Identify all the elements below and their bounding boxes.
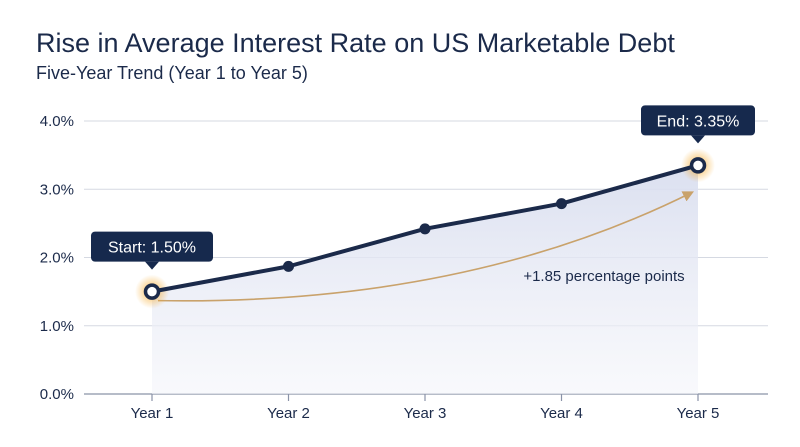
- start-callout-pointer: [145, 261, 159, 270]
- data-point: [556, 198, 567, 210]
- x-tick-label: Year 3: [404, 405, 447, 422]
- end-callout: End: 3.35%: [641, 105, 755, 144]
- data-point: [689, 157, 707, 174]
- end-callout-box: [641, 105, 755, 136]
- x-tick-label: Year 1: [131, 405, 174, 422]
- chart-subtitle: Five-Year Trend (Year 1 to Year 5): [36, 63, 308, 83]
- data-point: [143, 283, 161, 300]
- y-tick-label: 0.0%: [40, 386, 74, 403]
- data-point: [419, 223, 431, 235]
- callouts: Start: 1.50% End: 3.35%: [91, 105, 755, 270]
- data-points: [143, 157, 707, 300]
- x-tick-label: Year 5: [677, 405, 720, 422]
- chart-title: Rise in Average Interest Rate on US Mark…: [36, 28, 675, 58]
- y-tick-label: 3.0%: [40, 181, 74, 198]
- x-tick-label: Year 2: [267, 405, 310, 422]
- x-axis-ticks: Year 1 Year 2 Year 3 Year 4 Year 5: [131, 394, 720, 422]
- data-point: [283, 260, 294, 272]
- end-callout-pointer: [691, 135, 705, 144]
- start-callout: Start: 1.50%: [91, 231, 213, 270]
- start-callout-box: [91, 231, 213, 262]
- y-tick-label: 4.0%: [40, 113, 74, 130]
- start-callout-text: Start: 1.50%: [108, 240, 196, 257]
- y-tick-label: 1.0%: [40, 318, 74, 335]
- y-tick-label: 2.0%: [40, 250, 74, 267]
- y-axis-ticks: 0.0% 1.0% 2.0% 3.0% 4.0%: [40, 113, 74, 403]
- end-callout-text: End: 3.35%: [657, 113, 740, 130]
- change-arrow: +1.85 percentage points: [157, 191, 695, 302]
- x-tick-label: Year 4: [540, 405, 583, 422]
- change-label: +1.85 percentage points: [523, 268, 684, 285]
- change-arrow-path: [157, 191, 695, 302]
